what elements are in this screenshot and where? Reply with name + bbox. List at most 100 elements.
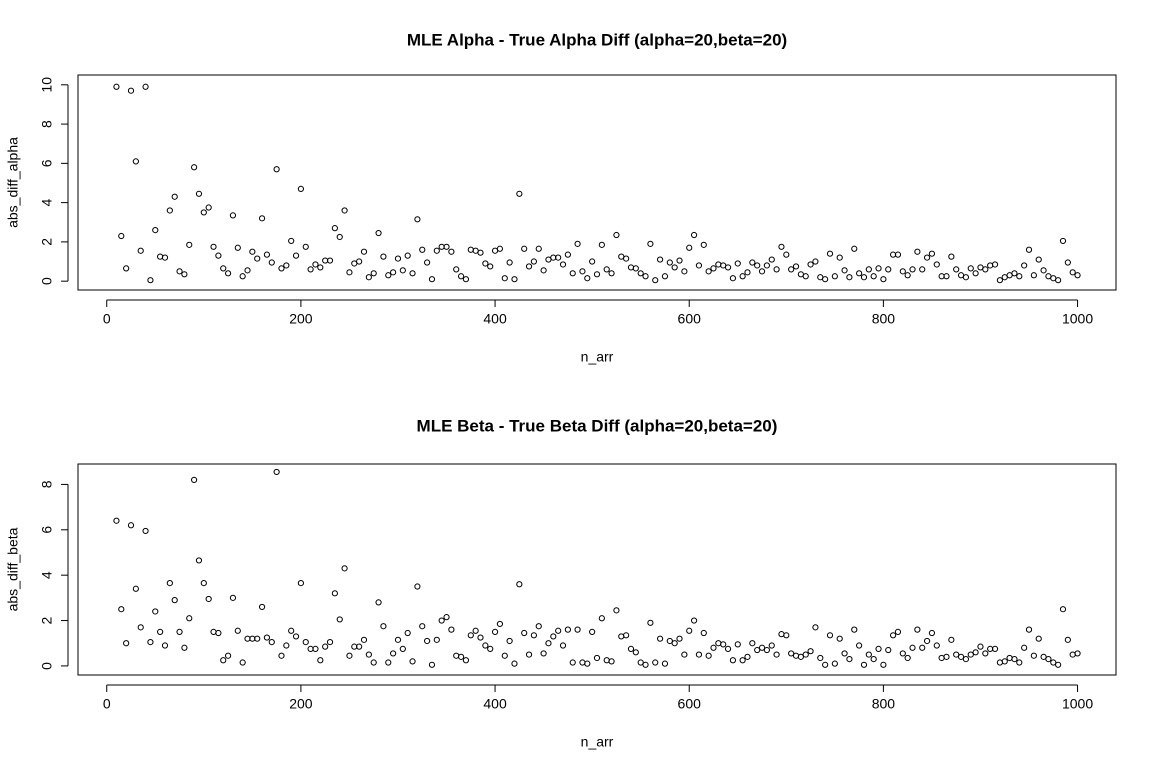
point xyxy=(919,266,926,273)
point xyxy=(234,627,241,634)
point xyxy=(584,275,591,282)
point xyxy=(1021,262,1028,269)
point xyxy=(113,517,120,524)
point xyxy=(147,277,154,284)
point xyxy=(1016,659,1023,666)
point xyxy=(710,644,717,651)
point xyxy=(690,617,698,624)
point xyxy=(224,652,232,659)
point xyxy=(147,639,154,646)
point xyxy=(564,251,571,258)
point xyxy=(317,657,324,664)
point xyxy=(710,265,717,272)
point xyxy=(962,274,970,281)
point xyxy=(491,628,499,635)
point xyxy=(234,244,241,251)
point xyxy=(724,645,732,653)
point xyxy=(773,651,780,658)
point xyxy=(535,623,542,630)
point xyxy=(720,641,727,648)
point xyxy=(666,259,673,266)
point xyxy=(894,628,902,635)
point xyxy=(1021,644,1028,651)
point xyxy=(457,653,465,660)
point xyxy=(482,260,489,267)
point xyxy=(244,267,251,274)
point xyxy=(933,642,940,649)
point xyxy=(506,259,513,266)
point xyxy=(870,273,877,280)
point xyxy=(792,263,800,270)
point xyxy=(647,619,654,626)
point xyxy=(249,248,256,255)
point xyxy=(671,264,678,271)
point xyxy=(535,245,542,252)
point xyxy=(700,629,707,637)
y-tick-label: 10 xyxy=(39,77,55,93)
point xyxy=(972,649,979,656)
point xyxy=(657,635,664,642)
point xyxy=(851,245,858,252)
point xyxy=(967,265,974,272)
point xyxy=(749,259,756,266)
point xyxy=(972,270,979,277)
point xyxy=(336,233,343,241)
point xyxy=(496,245,504,252)
point xyxy=(894,251,902,258)
point xyxy=(433,636,440,643)
chart-title: MLE Beta - True Beta Diff (alpha=20,beta… xyxy=(417,416,778,435)
point xyxy=(1001,658,1008,665)
point xyxy=(433,247,440,254)
point xyxy=(1064,636,1071,643)
point xyxy=(511,276,518,283)
point xyxy=(822,276,829,283)
point xyxy=(370,659,377,666)
point xyxy=(268,259,275,266)
point xyxy=(380,623,387,630)
point xyxy=(880,276,887,283)
point xyxy=(161,254,169,261)
point xyxy=(564,626,571,633)
point xyxy=(846,274,853,281)
point xyxy=(613,231,620,239)
point xyxy=(501,652,508,659)
point xyxy=(822,661,829,668)
point xyxy=(559,642,567,649)
point xyxy=(632,649,639,656)
point xyxy=(195,557,203,564)
point xyxy=(647,240,654,247)
point xyxy=(258,603,266,611)
point xyxy=(904,654,911,662)
point xyxy=(754,646,761,654)
point xyxy=(482,642,489,649)
point xyxy=(846,656,853,663)
point xyxy=(632,265,639,272)
point xyxy=(487,263,494,270)
point xyxy=(360,248,368,255)
point xyxy=(127,522,135,529)
point xyxy=(996,277,1003,284)
point xyxy=(715,261,722,268)
point xyxy=(540,650,547,657)
point xyxy=(865,651,872,658)
x-tick-label: 1000 xyxy=(1062,311,1093,327)
point xyxy=(239,273,246,280)
point xyxy=(559,261,567,268)
point xyxy=(414,583,421,590)
point xyxy=(297,580,305,587)
point xyxy=(778,243,785,250)
point xyxy=(370,270,377,277)
point xyxy=(123,265,130,272)
point xyxy=(312,645,319,653)
point xyxy=(700,241,707,248)
point xyxy=(215,252,222,259)
point xyxy=(734,641,741,648)
point xyxy=(826,250,834,257)
point xyxy=(953,266,960,273)
point xyxy=(938,654,945,662)
point xyxy=(525,263,533,270)
point xyxy=(739,273,746,280)
point xyxy=(394,636,402,643)
y-tick-label: 8 xyxy=(39,120,55,128)
point xyxy=(312,261,319,268)
